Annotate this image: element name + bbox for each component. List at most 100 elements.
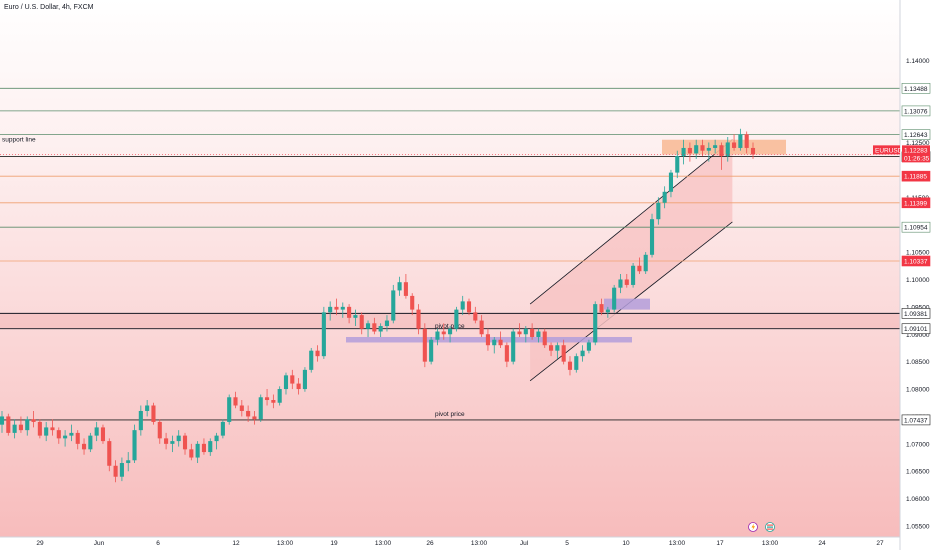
candle-body	[132, 430, 137, 461]
candle-body	[334, 306, 339, 310]
candle-body	[700, 145, 705, 151]
candle-body	[81, 443, 87, 450]
candle-body	[252, 416, 257, 420]
x-tick-label: 10	[622, 540, 630, 547]
candle	[567, 356, 573, 376]
candle-body	[706, 147, 711, 151]
candle	[586, 339, 591, 354]
candle-body	[675, 156, 680, 173]
candle-body	[277, 389, 282, 403]
level-badge-bg	[901, 221, 931, 233]
candle-body	[441, 331, 446, 335]
candle-body	[25, 419, 30, 431]
candle-body	[631, 265, 636, 285]
lightning-glyph	[751, 523, 755, 531]
candle-body	[479, 320, 484, 335]
candle	[56, 427, 61, 444]
x-tick-label: Jun	[94, 540, 105, 547]
level-badge-bg	[901, 105, 931, 117]
symbol-badge-label: EURUSD	[875, 147, 903, 154]
candle-body	[580, 350, 585, 357]
candle-body	[713, 145, 718, 148]
level-badge: 1.11399	[901, 197, 931, 209]
candle	[365, 320, 371, 337]
y-tick-label: 1.14000	[906, 58, 930, 65]
candle	[94, 421, 99, 442]
zone-badge-bg	[901, 308, 931, 319]
candle-body	[126, 460, 131, 464]
candle	[176, 430, 181, 447]
x-tick-label: 17	[716, 540, 724, 547]
candle	[498, 331, 503, 348]
candle	[523, 326, 528, 343]
candle	[138, 405, 143, 436]
candle	[384, 315, 390, 332]
candle	[410, 293, 415, 316]
candle-body	[372, 323, 377, 332]
y-tick-label: 1.12500	[906, 140, 930, 147]
candle	[113, 460, 118, 483]
candle-body	[214, 435, 219, 442]
x-tick-label: 13:00	[375, 540, 392, 547]
candle	[706, 142, 711, 162]
candle-body	[321, 312, 326, 357]
candle	[750, 142, 756, 159]
candle-body	[189, 449, 194, 458]
target-box	[662, 139, 786, 155]
level-badge-label: 1.11399	[904, 200, 927, 207]
candle-body	[403, 282, 408, 296]
flag-stripe-3	[767, 528, 773, 530]
level-badge: 1.07437	[901, 414, 931, 426]
candle	[536, 328, 541, 343]
candle-body	[88, 435, 93, 450]
candle	[391, 284, 396, 324]
candle-body	[31, 419, 36, 422]
candle	[195, 441, 200, 464]
candle-body	[164, 438, 169, 444]
candle-body	[586, 342, 591, 351]
candle-body	[44, 427, 49, 436]
candle-body	[649, 219, 655, 255]
y-tick-label: 1.09500	[906, 304, 930, 311]
level-badge-bg	[901, 255, 931, 267]
y-tick-label: 1.06500	[906, 469, 930, 476]
candle	[429, 336, 434, 365]
time-axis-background	[0, 537, 900, 550]
candle-body	[618, 279, 623, 288]
zone-badge-label: 1.09101	[904, 326, 928, 333]
candle	[25, 416, 30, 436]
candle	[732, 134, 737, 151]
candle-body	[359, 315, 364, 329]
candle	[315, 345, 320, 362]
candle	[50, 419, 55, 436]
level-badge-bg	[901, 170, 931, 182]
candle	[687, 142, 692, 162]
candle	[157, 419, 162, 444]
candle-body	[567, 361, 573, 370]
candle-body	[69, 432, 74, 436]
candle	[88, 432, 93, 453]
candle-body	[309, 350, 314, 370]
candle	[675, 150, 680, 179]
candle-body	[107, 441, 112, 466]
y-tick-label: 1.10500	[906, 250, 930, 257]
candle-body	[593, 304, 598, 343]
candle	[485, 328, 490, 351]
candle-body	[725, 142, 730, 157]
candle-body	[113, 465, 118, 477]
candle	[182, 432, 188, 455]
flag-stripe-2	[767, 526, 773, 528]
candle	[713, 139, 718, 154]
candle	[334, 298, 339, 316]
level-badge-bg	[901, 414, 931, 426]
level-badge: 1.11885	[901, 170, 931, 182]
candle-body	[435, 331, 440, 340]
chart-title: Euro / U.S. Dollar, 4h, FXCM	[4, 4, 94, 11]
level-badge-bg	[901, 83, 931, 94]
candle	[75, 430, 80, 450]
candle-body	[612, 287, 617, 310]
candle	[119, 457, 124, 482]
candle-body	[246, 410, 251, 417]
candle-body	[6, 416, 11, 433]
